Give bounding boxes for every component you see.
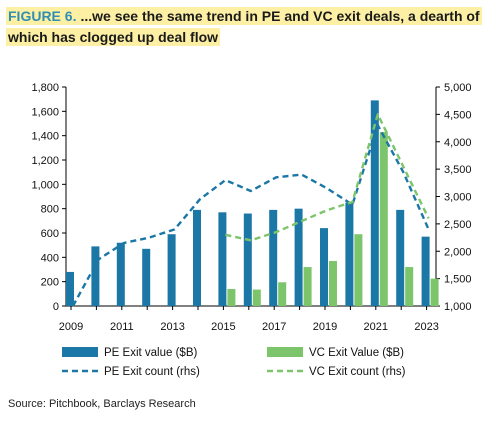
pe-exit-value-bar <box>193 209 201 306</box>
title-line-1: ...we see the same trend in PE and VC ex… <box>80 8 480 24</box>
pe-exit-value-bar <box>269 209 278 306</box>
legend-pe-exit-value-label: PE Exit value ($B) <box>104 347 197 359</box>
chart-lines <box>71 113 430 307</box>
right-tick-label: 3,500 <box>444 164 472 176</box>
right-tick-label: 4,000 <box>444 137 472 149</box>
legend-vc-exit-value-swatch <box>267 347 303 357</box>
pe-exit-value-bar <box>91 246 100 306</box>
x-tick-label: 2017 <box>262 321 286 333</box>
x-tick-label: 2009 <box>59 321 83 333</box>
pe-exit-value-bar <box>345 202 354 306</box>
right-tick-label: 3,000 <box>444 192 472 204</box>
chart-legend: PE Exit value ($B) VC Exit Value ($B) PE E… <box>62 347 406 378</box>
right-tick-label: 5,000 <box>444 82 472 94</box>
vc-exit-value-bar <box>405 267 414 306</box>
left-tick-label: 1,200 <box>31 155 59 167</box>
x-tick-label: 2023 <box>414 321 438 333</box>
vc-exit-value-bar <box>252 289 261 306</box>
left-tick-label: 200 <box>41 277 59 289</box>
pe-exit-value-bar <box>116 242 125 306</box>
x-tick-label: 2011 <box>110 321 134 333</box>
legend-pe-exit-count-label: PE Exit count (rhs) <box>104 366 200 378</box>
chart-title: FIGURE 6. ...we see the same trend in PE … <box>6 6 486 48</box>
vc-exit-value-bar <box>303 267 312 306</box>
left-tick-label: 800 <box>41 204 59 216</box>
legend-vc-exit-value-label: VC Exit Value ($B) <box>309 347 404 359</box>
pe-exit-value-bar <box>66 271 74 306</box>
pe-exit-count-line <box>71 124 430 307</box>
pe-exit-value-bar <box>320 228 328 306</box>
left-tick-label: 1,800 <box>31 82 59 94</box>
legend-vc-exit-count-label: VC Exit count (rhs) <box>309 366 406 378</box>
legend-pe-exit-value-swatch <box>62 347 98 357</box>
right-tick-label: 1,000 <box>444 301 472 313</box>
vc-exit-value-bar <box>227 288 236 306</box>
left-tick-label: 1,400 <box>31 131 59 143</box>
legend-pe-exit-value: PE Exit value ($B) <box>62 347 197 359</box>
x-tick-label: 2015 <box>211 321 235 333</box>
title-line-2: which has clogged up deal flow <box>6 28 221 46</box>
left-tick-label: 400 <box>41 252 59 264</box>
right-tick-label: 2,500 <box>444 219 472 231</box>
legend-vc-exit-value: VC Exit Value ($B) <box>267 347 404 359</box>
vc-exit-value-bar <box>430 278 439 306</box>
vc-exit-value-bar <box>379 132 388 306</box>
legend-pe-exit-count: PE Exit count (rhs) <box>62 366 200 378</box>
vc-exit-value-bar <box>278 282 287 306</box>
pe-exit-value-bar <box>142 248 151 306</box>
right-tick-label: 2,000 <box>444 246 472 258</box>
pe-exit-value-bar <box>396 209 405 306</box>
pe-exit-value-bar <box>421 236 430 306</box>
right-tick-label: 4,500 <box>444 109 472 121</box>
vc-exit-value-bar <box>329 260 337 306</box>
vc-exit-count-line <box>225 113 430 242</box>
x-tick-label: 2013 <box>160 321 184 333</box>
left-tick-label: 1,600 <box>31 106 59 118</box>
x-tick-label: 2021 <box>364 321 388 333</box>
x-tick-label: 2019 <box>313 321 337 333</box>
left-tick-label: 0 <box>53 301 59 313</box>
pe-exit-value-bar <box>294 208 303 306</box>
source-note: Source: Pitchbook, Barclays Research <box>8 398 196 410</box>
vc-exit-value-bar <box>354 234 363 306</box>
right-tick-label: 1,500 <box>444 274 472 286</box>
pe-exit-value-bar <box>167 234 176 306</box>
left-tick-label: 1,000 <box>31 179 59 191</box>
chart-bars <box>66 100 439 306</box>
legend-vc-exit-count: VC Exit count (rhs) <box>267 366 406 378</box>
left-tick-label: 600 <box>41 228 59 240</box>
pe-exit-value-bar <box>243 213 252 306</box>
pe-exit-value-bar <box>218 212 227 306</box>
figure-label: FIGURE 6. <box>8 8 77 24</box>
pe-exit-value-bar <box>370 100 379 306</box>
